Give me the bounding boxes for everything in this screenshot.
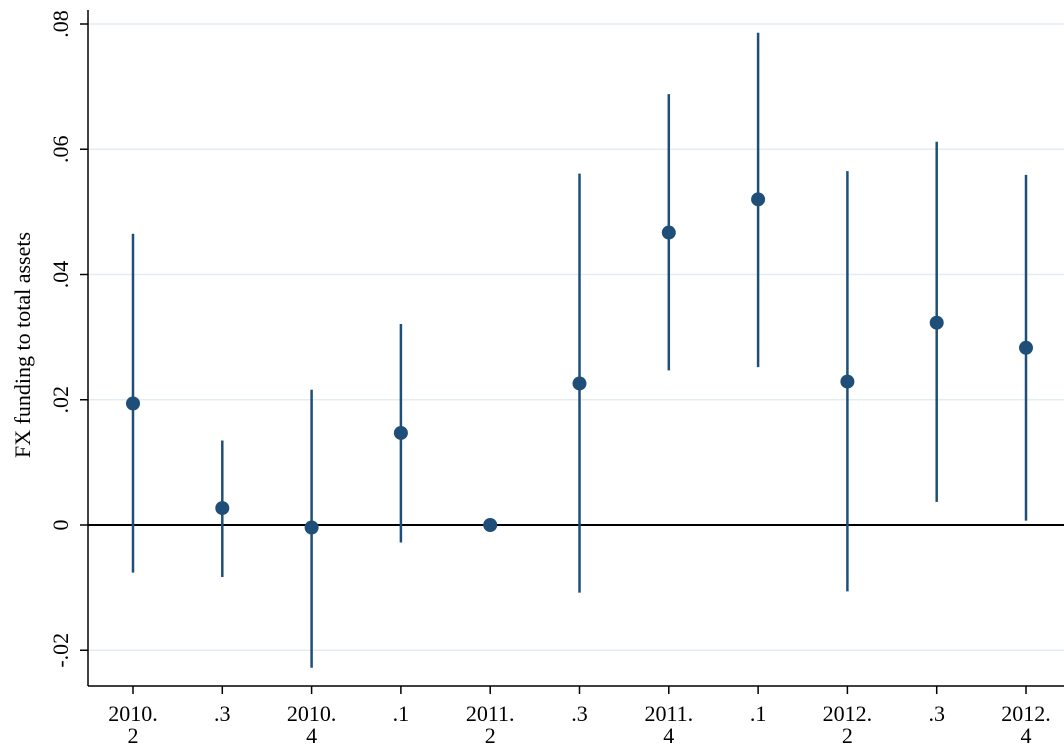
x-tick-label: 2011. 2: [466, 701, 515, 748]
y-tick-label: .06: [48, 136, 73, 164]
point-estimate: [840, 374, 855, 389]
y-axis-title: FX funding to total assets: [10, 232, 35, 458]
point-estimate: [572, 376, 587, 391]
point-estimate: [215, 501, 230, 516]
x-tick-label: 2010. 2: [108, 701, 158, 748]
x-ticks: 2010. 2 .3 2010. 4 .1 2011. 2 .3 2011. 4 .1 2012. 2 .3…: [108, 686, 1051, 748]
x-tick-label: .3: [214, 701, 231, 726]
point-estimate: [483, 518, 498, 532]
point-estimate: [126, 396, 140, 411]
point-estimate: [751, 192, 766, 207]
point-estimates: [126, 192, 1033, 535]
x-tick-label: .1: [750, 701, 767, 726]
x-tick-label: .3: [928, 701, 945, 726]
confidence-intervals: [131, 32, 1028, 668]
y-tick-label: -.02: [48, 633, 73, 668]
point-estimate: [393, 425, 408, 440]
x-tick-label: 2010. 4: [287, 701, 337, 748]
y-tick-label: .08: [48, 10, 73, 38]
y-tick-label: 0: [48, 520, 73, 531]
x-tick-label: 2012. 4: [1001, 701, 1051, 748]
x-tick-label: 2012. 2: [823, 701, 873, 748]
point-estimate: [1019, 340, 1033, 355]
y-ticks: -.02 0 .02 .04 .06 .08: [48, 10, 88, 668]
point-estimate: [661, 225, 676, 240]
y-tick-label: .02: [48, 386, 73, 414]
axes: [87, 10, 1064, 687]
point-estimate: [929, 315, 944, 330]
point-estimate: [304, 520, 319, 535]
gridlines: [88, 23, 1064, 651]
x-tick-label: 2011. 4: [644, 701, 693, 748]
x-tick-label: .1: [393, 701, 410, 726]
x-tick-label: .3: [571, 701, 588, 726]
y-tick-label: .04: [48, 261, 73, 289]
